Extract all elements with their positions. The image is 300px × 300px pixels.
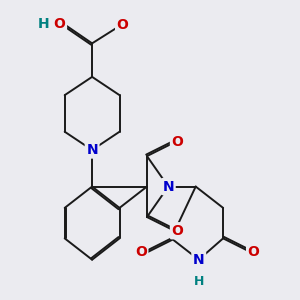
Text: O: O: [117, 18, 128, 32]
Text: N: N: [163, 180, 174, 194]
Text: O: O: [248, 245, 260, 259]
Text: N: N: [193, 253, 205, 267]
Text: O: O: [135, 245, 147, 259]
Text: N: N: [86, 143, 98, 157]
Text: O: O: [172, 135, 183, 149]
Text: O: O: [54, 16, 65, 31]
Text: O: O: [172, 224, 183, 238]
Text: H: H: [38, 16, 50, 31]
Text: H: H: [194, 274, 204, 287]
